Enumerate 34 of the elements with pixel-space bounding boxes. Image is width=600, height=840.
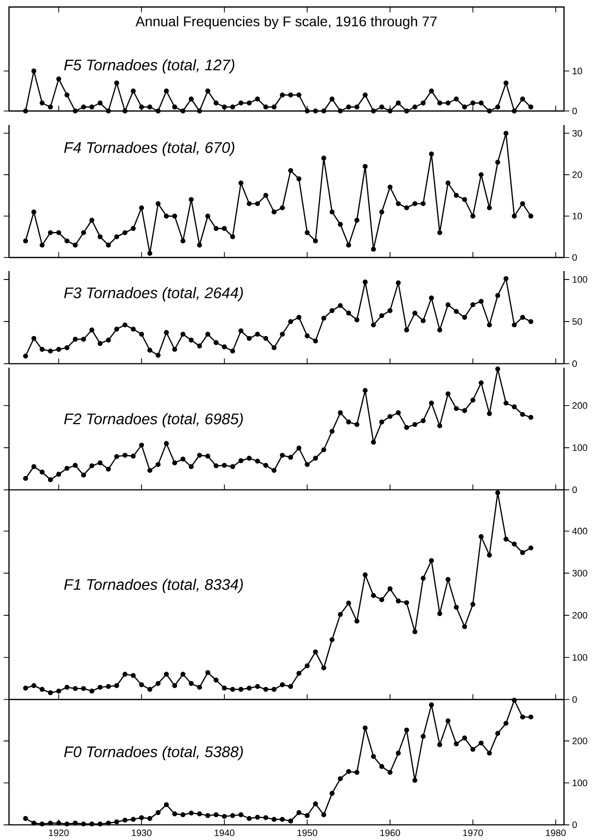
y-tick-label: 50 bbox=[572, 318, 582, 325]
text: F2 Tornadoes (total, 6985) bbox=[64, 413, 243, 428]
y-tick-label: 400 bbox=[572, 528, 588, 534]
y-tick-label: 100 bbox=[572, 780, 588, 786]
y-tick-label: 10 bbox=[572, 68, 582, 74]
y-tick-label: 0 bbox=[572, 822, 577, 828]
text: Annual Frequencies by F scale, 1916 through 77 bbox=[136, 16, 437, 30]
x-tick-label: 1920 bbox=[49, 830, 69, 836]
y-tick-label: 20 bbox=[572, 171, 582, 178]
y-tick-label: 30 bbox=[572, 130, 582, 137]
y-tick-label: 10 bbox=[572, 212, 582, 220]
y-tick-label: 0 bbox=[572, 360, 577, 367]
x-tick-label: 1930 bbox=[132, 830, 152, 836]
y-tick-label: 100 bbox=[572, 444, 588, 451]
x-tick-label: 1950 bbox=[298, 830, 318, 836]
y-tick-label: 200 bbox=[572, 612, 588, 619]
text: F1 Tornadoes (total, 8334) bbox=[64, 578, 243, 593]
y-tick-label: 300 bbox=[572, 570, 588, 576]
text: F3 Tornadoes (total, 2644) bbox=[64, 287, 243, 302]
y-tick-label: 200 bbox=[572, 402, 588, 409]
text: F0 Tornadoes (total, 5388) bbox=[64, 746, 243, 760]
y-tick-label: 0 bbox=[572, 486, 577, 494]
y-tick-label: 200 bbox=[572, 738, 588, 744]
y-tick-label: 100 bbox=[572, 276, 588, 283]
x-tick-label: 1980 bbox=[546, 830, 566, 836]
y-tick-label: 0 bbox=[572, 254, 577, 261]
text: F5 Tornadoes (total, 127) bbox=[64, 59, 234, 74]
x-tick-label: 1970 bbox=[463, 830, 483, 836]
x-tick-label: 1940 bbox=[214, 830, 234, 836]
y-tick-label: 0 bbox=[572, 108, 577, 114]
y-tick-label: 0 bbox=[572, 696, 577, 703]
text: F4 Tornadoes (total, 670) bbox=[64, 142, 234, 156]
y-tick-label: 100 bbox=[572, 654, 588, 661]
x-tick-label: 1960 bbox=[380, 830, 400, 836]
